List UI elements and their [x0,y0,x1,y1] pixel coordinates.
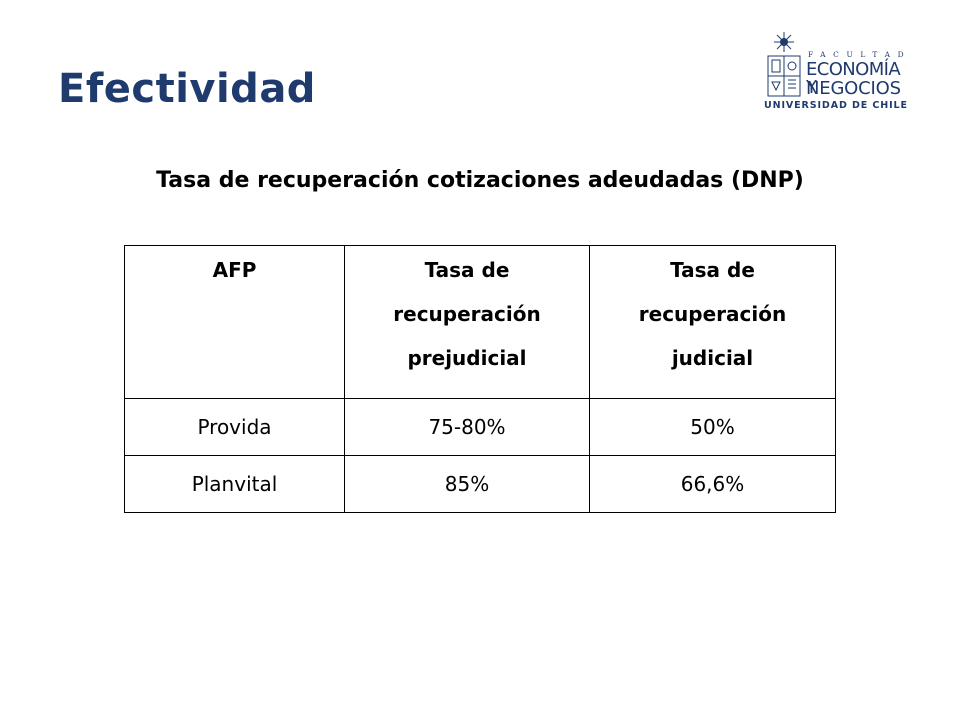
table-row: Planvital 85% 66,6% [124,455,836,513]
logo-economia-text: ECONOMÍA Y [806,59,901,98]
cell-judicial: 50% [589,398,836,456]
header-prejudicial-text: Tasa de recuperación prejudicial [393,258,541,370]
logo-university-text: UNIVERSIDAD DE CHILE [764,100,908,111]
table-caption: Tasa de recuperación cotizaciones adeuda… [0,168,960,193]
header-afp: AFP [124,245,345,399]
header-judicial: Tasa de recuperación judicial [589,245,836,399]
logo-faculty-text: FACULTAD [808,50,912,59]
table-row: Provida 75-80% 50% [124,398,836,456]
cell-afp: Provida [124,398,345,456]
table-header-row: AFP Tasa de recuperación prejudicial Tas… [124,245,836,399]
table-caption-text: Tasa de recuperación cotizaciones adeuda… [156,168,804,193]
cell-judicial: 66,6% [589,455,836,513]
faculty-logo: FACULTAD ECONOMÍA Y NEGOCIOS UNIVERSIDAD… [764,28,914,112]
logo-negocios-text: NEGOCIOS [806,78,901,99]
cell-prejudicial: 85% [344,455,590,513]
cell-afp: Planvital [124,455,345,513]
recovery-rate-table: AFP Tasa de recuperación prejudicial Tas… [124,245,836,513]
cell-prejudicial: 75-80% [344,398,590,456]
header-prejudicial: Tasa de recuperación prejudicial [344,245,590,399]
header-judicial-text: Tasa de recuperación judicial [638,258,787,370]
slide-title: Efectividad [58,66,316,112]
university-seal-icon [767,32,801,97]
